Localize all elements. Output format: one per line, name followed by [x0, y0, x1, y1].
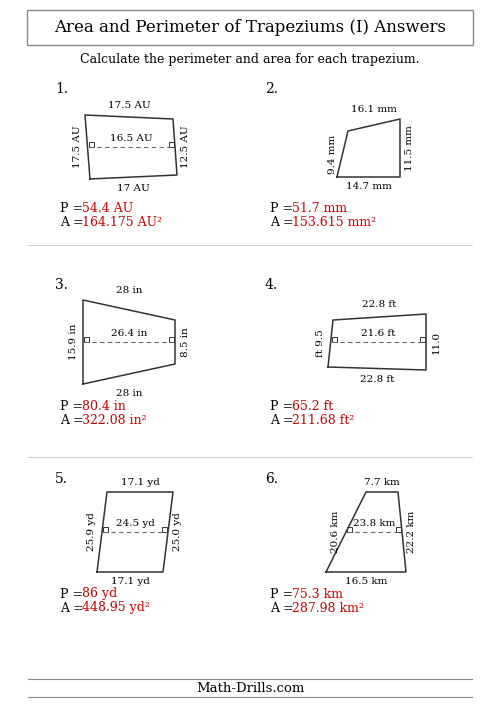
Text: 9.4 mm: 9.4 mm — [328, 134, 337, 174]
Text: 12.5 AU: 12.5 AU — [180, 126, 190, 168]
Text: P =: P = — [270, 588, 297, 600]
Text: 164.175 AU²: 164.175 AU² — [82, 216, 162, 230]
Text: 28 in: 28 in — [116, 389, 142, 398]
Text: 25.9 yd: 25.9 yd — [88, 513, 96, 551]
Text: 11.5 mm: 11.5 mm — [406, 125, 414, 171]
Text: 322.08 in²: 322.08 in² — [82, 414, 146, 428]
Bar — [169, 337, 174, 342]
Text: 17.1 yd: 17.1 yd — [120, 478, 160, 487]
Text: 448.95 yd²: 448.95 yd² — [82, 602, 150, 614]
Text: P =: P = — [270, 400, 297, 414]
Text: 22.2 km: 22.2 km — [408, 511, 416, 553]
Text: 25.0 yd: 25.0 yd — [174, 513, 182, 551]
Text: 211.68 ft²: 211.68 ft² — [292, 414, 354, 428]
Bar — [420, 337, 425, 342]
Text: 1.: 1. — [55, 82, 68, 96]
Text: 4.: 4. — [265, 278, 278, 292]
FancyBboxPatch shape — [27, 10, 473, 45]
Text: P =: P = — [270, 202, 297, 216]
Text: 8.5 in: 8.5 in — [180, 327, 190, 357]
Text: 17.5 AU: 17.5 AU — [108, 101, 150, 110]
Text: 16.1 mm: 16.1 mm — [351, 105, 397, 114]
Bar — [169, 142, 174, 147]
Text: 22.8 ft: 22.8 ft — [360, 375, 394, 384]
Text: A =: A = — [60, 216, 88, 230]
Bar — [347, 527, 352, 532]
Text: Calculate the perimeter and area for each trapezium.: Calculate the perimeter and area for eac… — [80, 54, 420, 66]
Text: 3.: 3. — [55, 278, 68, 292]
Text: P =: P = — [60, 202, 87, 216]
Bar — [396, 527, 401, 532]
Text: 65.2 ft: 65.2 ft — [292, 400, 333, 414]
Text: 51.7 mm: 51.7 mm — [292, 202, 347, 216]
Text: 26.4 in: 26.4 in — [111, 329, 147, 338]
Text: 11.0: 11.0 — [432, 330, 440, 354]
Text: 22.8 ft: 22.8 ft — [362, 300, 396, 309]
Text: 54.4 AU: 54.4 AU — [82, 202, 133, 216]
Text: 86 yd: 86 yd — [82, 588, 117, 600]
Text: 17 AU: 17 AU — [117, 184, 150, 193]
Text: 24.5 yd: 24.5 yd — [116, 519, 154, 528]
Text: A =: A = — [270, 216, 297, 230]
Bar — [162, 527, 167, 532]
Text: A =: A = — [60, 602, 88, 614]
Text: 17.5 AU: 17.5 AU — [73, 126, 82, 168]
Text: 75.3 km: 75.3 km — [292, 588, 343, 600]
Text: 287.98 km²: 287.98 km² — [292, 602, 364, 614]
Text: P =: P = — [60, 588, 87, 600]
Text: 15.9 in: 15.9 in — [68, 324, 78, 360]
Text: P =: P = — [60, 400, 87, 414]
Text: 6.: 6. — [265, 472, 278, 486]
Text: 80.4 in: 80.4 in — [82, 400, 126, 414]
Text: A =: A = — [270, 414, 297, 428]
Text: 5.: 5. — [55, 472, 68, 486]
Text: 28 in: 28 in — [116, 286, 142, 295]
Text: 21.6 ft: 21.6 ft — [361, 329, 396, 338]
Bar — [332, 337, 336, 342]
Text: 17.1 yd: 17.1 yd — [110, 577, 150, 586]
Text: ft 9.5: ft 9.5 — [316, 329, 325, 357]
Text: 16.5 AU: 16.5 AU — [110, 134, 152, 143]
Text: 7.7 km: 7.7 km — [364, 478, 400, 487]
Bar — [88, 142, 94, 147]
Text: Math-Drills.com: Math-Drills.com — [196, 682, 304, 694]
Text: 153.615 mm²: 153.615 mm² — [292, 216, 376, 230]
Bar — [103, 527, 108, 532]
Text: 14.7 mm: 14.7 mm — [346, 182, 392, 191]
Text: 20.6 km: 20.6 km — [332, 511, 340, 553]
Text: 16.5 km: 16.5 km — [345, 577, 387, 586]
Text: 2.: 2. — [265, 82, 278, 96]
Text: A =: A = — [270, 602, 297, 614]
Bar — [84, 337, 89, 342]
Text: A =: A = — [60, 414, 88, 428]
Text: 23.8 km: 23.8 km — [353, 519, 395, 528]
Text: Area and Perimeter of Trapeziums (I) Answers: Area and Perimeter of Trapeziums (I) Ans… — [54, 18, 446, 35]
